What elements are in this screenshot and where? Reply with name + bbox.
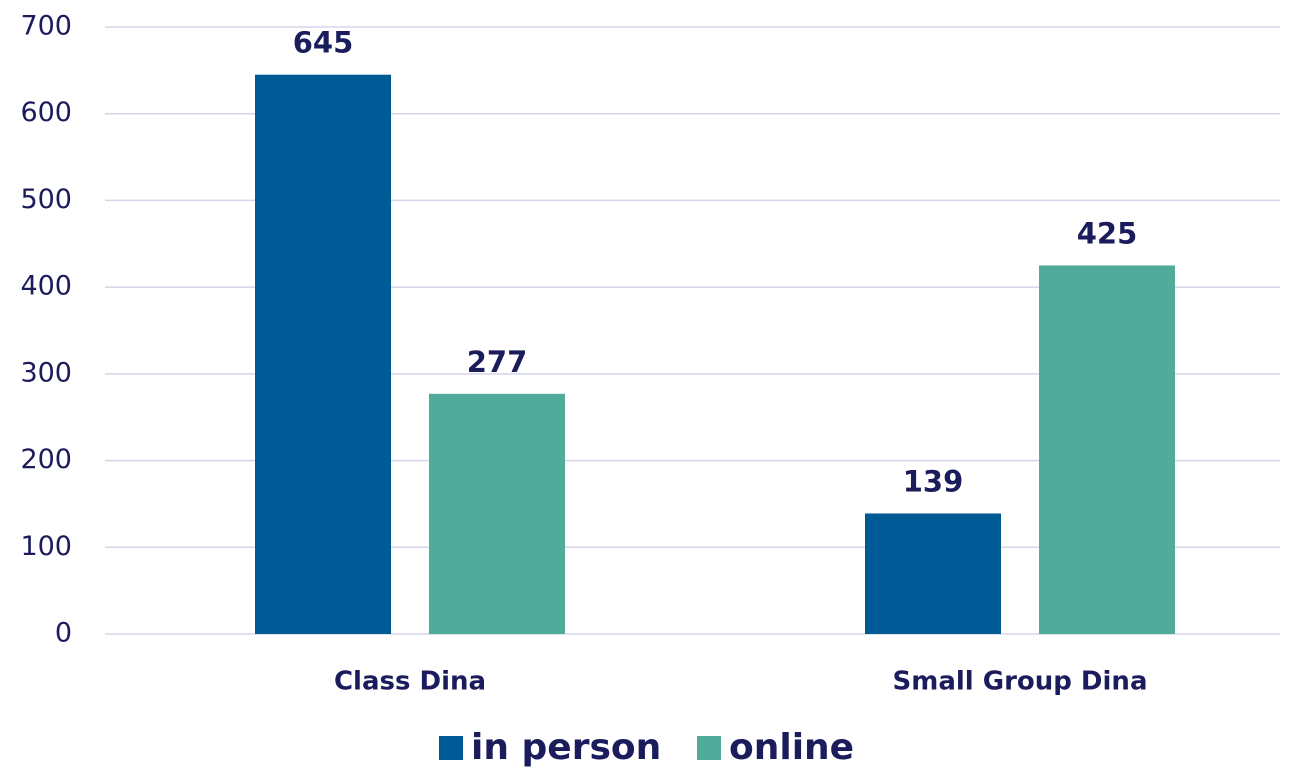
y-tick-label: 300 — [20, 357, 72, 388]
y-tick-label: 400 — [20, 271, 72, 302]
value-label: 277 — [467, 345, 528, 379]
y-tick-label: 700 — [20, 11, 72, 42]
bar — [1039, 265, 1175, 634]
y-tick-label: 100 — [20, 531, 72, 562]
bar — [865, 513, 1001, 634]
bar — [255, 74, 391, 634]
y-tick-label: 500 — [20, 184, 72, 215]
bar — [429, 393, 565, 634]
value-label: 645 — [293, 26, 354, 60]
legend-swatch — [439, 736, 463, 760]
legend-label: in person — [471, 727, 661, 768]
y-tick-label: 0 — [55, 618, 72, 649]
value-label: 425 — [1077, 216, 1138, 250]
x-tick-label: Small Group Dina — [893, 667, 1148, 697]
legend-label: online — [729, 727, 854, 768]
y-tick-label: 200 — [20, 444, 72, 475]
value-label: 139 — [903, 464, 964, 498]
x-tick-label: Class Dina — [334, 667, 486, 697]
y-tick-label: 600 — [20, 97, 72, 128]
legend-swatch — [697, 736, 721, 760]
